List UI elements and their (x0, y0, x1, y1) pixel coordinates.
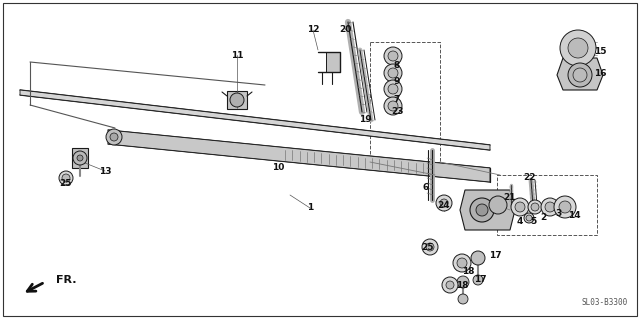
Text: 5: 5 (530, 217, 536, 226)
Bar (227, 91, 247, 109)
Circle shape (384, 80, 402, 98)
Polygon shape (20, 90, 490, 150)
Text: 4: 4 (517, 218, 523, 226)
Text: 1: 1 (307, 204, 313, 212)
Text: 14: 14 (568, 211, 580, 219)
Circle shape (573, 68, 587, 82)
Circle shape (62, 174, 70, 182)
Circle shape (545, 202, 555, 212)
Circle shape (73, 151, 87, 165)
Circle shape (526, 215, 532, 221)
Text: 8: 8 (394, 61, 400, 70)
Text: SL03-B3300: SL03-B3300 (582, 298, 628, 307)
Circle shape (473, 275, 483, 285)
Circle shape (388, 51, 398, 61)
Circle shape (230, 93, 244, 107)
Circle shape (59, 171, 73, 185)
Bar (370, 42, 440, 162)
Text: 22: 22 (524, 174, 536, 182)
Text: 25: 25 (60, 179, 72, 188)
Text: 3: 3 (555, 210, 561, 219)
Circle shape (440, 199, 448, 207)
Circle shape (511, 198, 529, 216)
Circle shape (110, 133, 118, 141)
Text: 17: 17 (489, 250, 501, 259)
Text: 15: 15 (594, 48, 606, 56)
Circle shape (388, 68, 398, 78)
Text: 16: 16 (594, 69, 606, 78)
Circle shape (458, 294, 468, 304)
Polygon shape (108, 130, 490, 182)
Circle shape (384, 97, 402, 115)
Circle shape (524, 213, 534, 223)
Circle shape (384, 64, 402, 82)
Circle shape (470, 198, 494, 222)
Text: 7: 7 (394, 95, 400, 105)
Text: FR.: FR. (56, 275, 77, 285)
Circle shape (515, 202, 525, 212)
Text: 10: 10 (272, 164, 284, 173)
Circle shape (446, 281, 454, 289)
Circle shape (476, 204, 488, 216)
Circle shape (384, 47, 402, 65)
Text: 24: 24 (438, 201, 451, 210)
Circle shape (436, 195, 452, 211)
Circle shape (388, 84, 398, 94)
Polygon shape (557, 58, 603, 90)
Circle shape (388, 101, 398, 111)
Text: 21: 21 (504, 194, 516, 203)
Polygon shape (72, 148, 88, 168)
Text: 6: 6 (423, 182, 429, 191)
Polygon shape (460, 190, 515, 230)
Circle shape (528, 200, 542, 214)
Text: 25: 25 (422, 243, 435, 253)
Text: 9: 9 (394, 78, 400, 86)
Circle shape (426, 243, 434, 251)
Text: 18: 18 (461, 268, 474, 277)
Circle shape (457, 258, 467, 268)
Text: 12: 12 (307, 26, 319, 34)
Text: 23: 23 (392, 108, 404, 116)
Circle shape (442, 277, 458, 293)
Text: 2: 2 (540, 213, 546, 222)
Circle shape (489, 196, 507, 214)
Circle shape (457, 276, 469, 288)
Circle shape (541, 198, 559, 216)
Text: 13: 13 (99, 167, 111, 175)
Circle shape (568, 63, 592, 87)
Bar (326, 52, 340, 72)
Text: 11: 11 (231, 50, 243, 60)
Circle shape (531, 203, 539, 211)
Circle shape (106, 129, 122, 145)
Text: 18: 18 (456, 280, 468, 290)
Text: 17: 17 (474, 276, 486, 285)
Circle shape (77, 155, 83, 161)
Circle shape (471, 251, 485, 265)
Circle shape (453, 254, 471, 272)
Circle shape (568, 38, 588, 58)
Bar (497, 175, 597, 235)
Text: 20: 20 (339, 26, 351, 34)
Text: 19: 19 (358, 115, 371, 123)
Circle shape (554, 196, 576, 218)
Circle shape (559, 201, 571, 213)
Circle shape (422, 239, 438, 255)
Circle shape (560, 30, 596, 66)
